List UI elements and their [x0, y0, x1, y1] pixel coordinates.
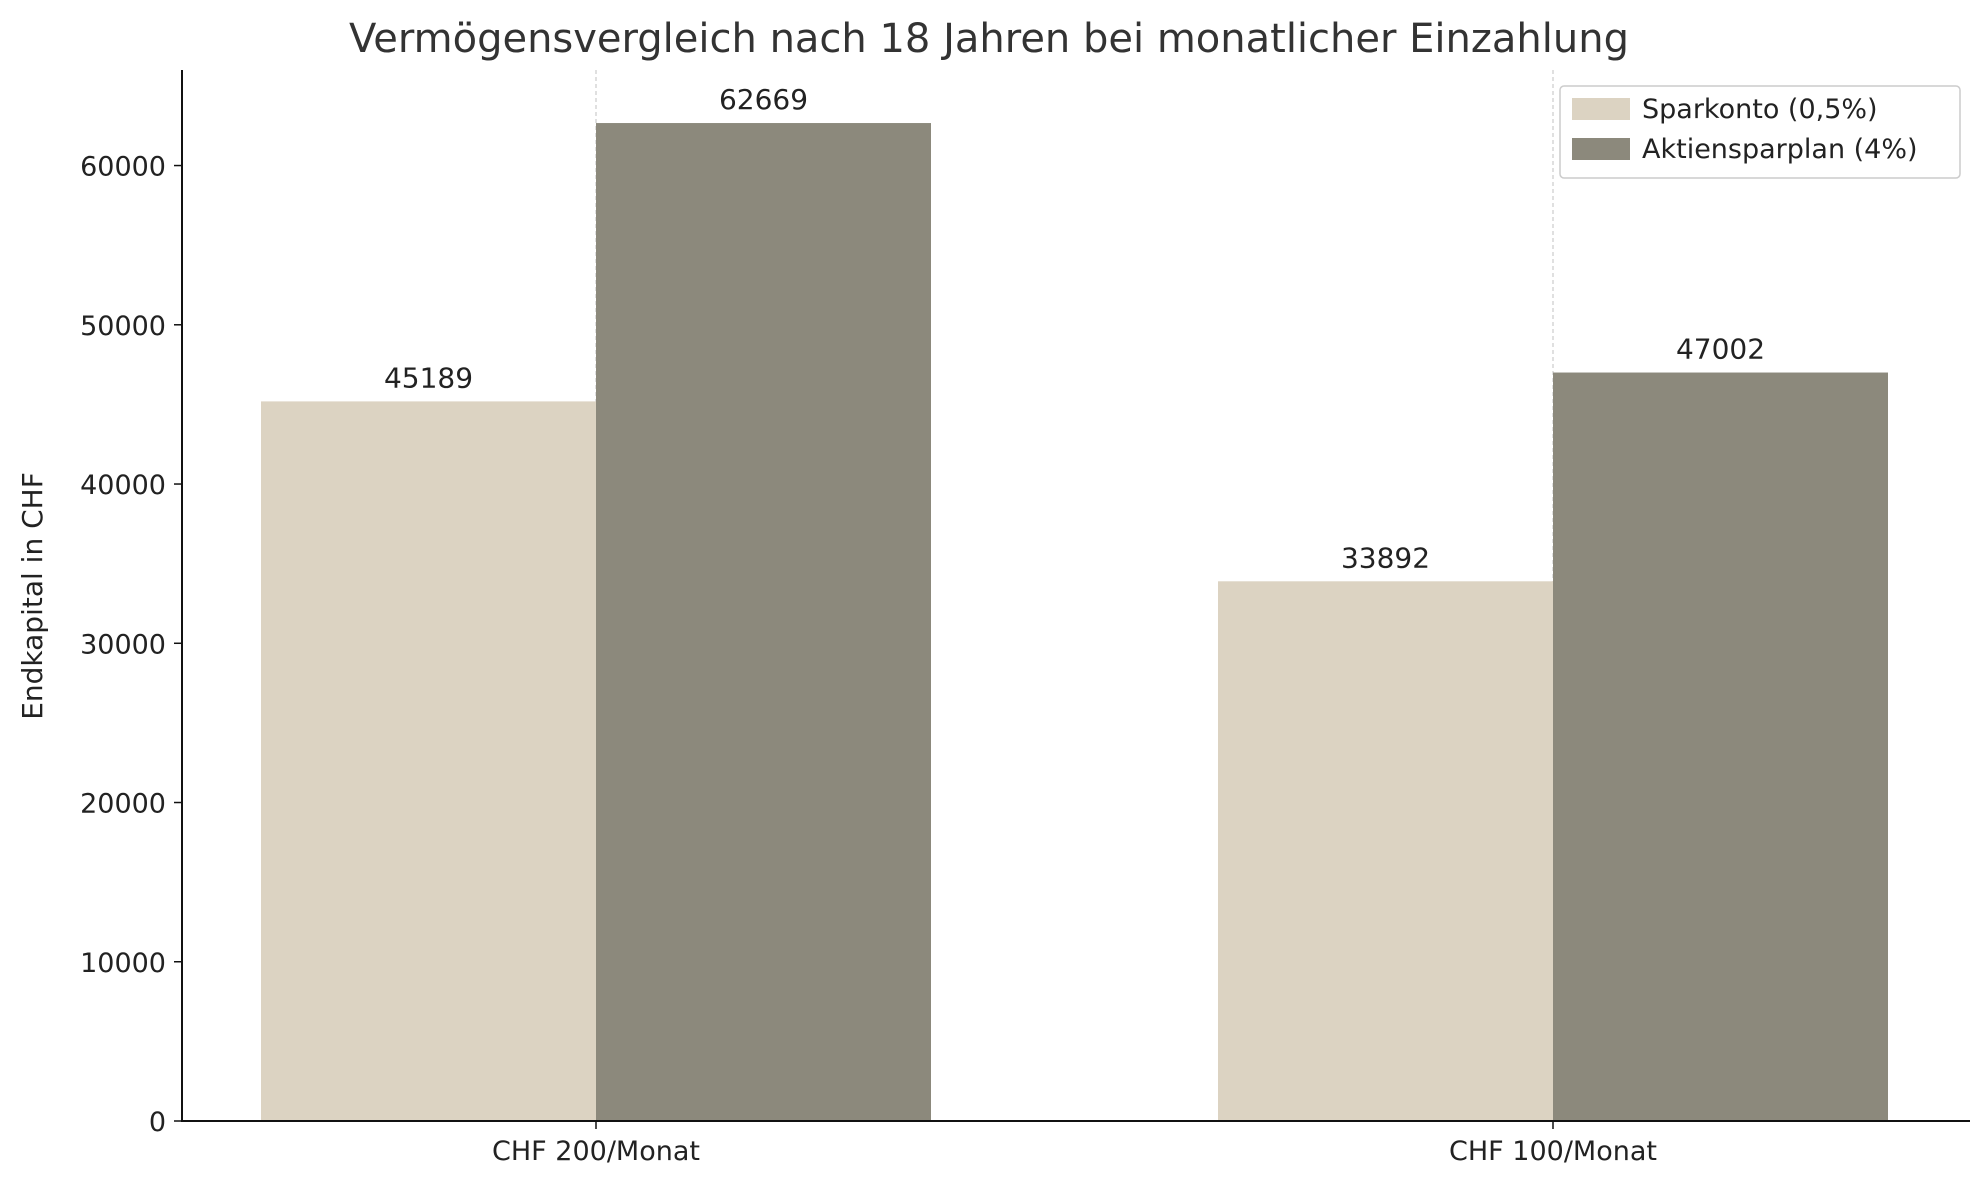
legend-label-1: Aktiensparplan (4%): [1642, 134, 1918, 165]
y-tick-label-4: 40000: [80, 470, 166, 501]
legend-swatch-0: [1572, 98, 1630, 120]
bar-s1-c0: [596, 123, 931, 1122]
value-labels: 45189 33892 62669 47002: [384, 83, 1765, 574]
value-label-s0-c1: 33892: [1341, 541, 1430, 574]
x-ticks: CHF 200/Monat CHF 100/Monat: [492, 1121, 1657, 1167]
value-label-s0-c0: 45189: [384, 361, 473, 394]
legend-frame: [1559, 85, 1961, 179]
legend-label-0: Sparkonto (0,5%): [1642, 94, 1878, 125]
x-tick-label-0: CHF 200/Monat: [492, 1136, 700, 1167]
y-tick-label-1: 10000: [80, 948, 166, 979]
chart-title: Vermögensvergleich nach 18 Jahren bei mo…: [349, 16, 1629, 62]
value-label-s1-c0: 62669: [719, 83, 808, 116]
legend: Sparkonto (0,5%) Aktiensparplan (4%): [1559, 85, 1961, 179]
bars: [261, 123, 1888, 1122]
y-tick-label-0: 0: [149, 1107, 166, 1138]
x-tick-label-1: CHF 100/Monat: [1449, 1136, 1657, 1167]
y-ticks: 0 10000 20000 30000 40000 50000 60000: [80, 152, 182, 1138]
bar-s0-c1: [1218, 581, 1553, 1121]
bar-s1-c1: [1553, 372, 1888, 1121]
y-tick-label-5: 50000: [80, 311, 166, 342]
legend-swatch-1: [1572, 138, 1630, 160]
value-label-s1-c1: 47002: [1676, 333, 1765, 366]
y-axis-label: Endkapital in CHF: [16, 472, 49, 720]
bar-s0-c0: [261, 401, 596, 1121]
axes: [181, 70, 1970, 1122]
y-tick-label-6: 60000: [80, 152, 166, 183]
y-tick-label-3: 30000: [80, 629, 166, 660]
y-tick-label-2: 20000: [80, 789, 166, 820]
